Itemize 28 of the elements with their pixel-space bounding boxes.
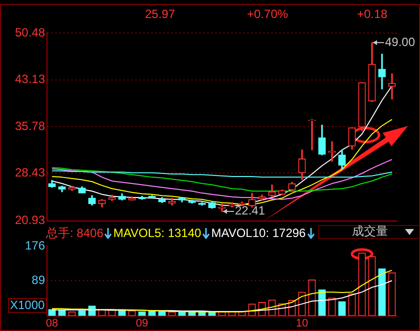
bar (378, 268, 386, 316)
bar (178, 312, 186, 316)
candlestick (378, 54, 386, 90)
y-tick-label: 35.78 (14, 118, 46, 133)
y-axis-title: X1000 (8, 298, 47, 313)
bar (318, 289, 326, 316)
y-tick-label: 43.13 (14, 72, 46, 86)
text: 成交量 (352, 224, 388, 238)
bar (198, 312, 206, 316)
y-tick-label: 89 (32, 272, 46, 287)
annotation: 49.00 (385, 34, 416, 49)
text: +0.70% (247, 7, 288, 21)
text: 总手: 8406 (46, 226, 104, 240)
text: MAVOL5: 13140 (113, 226, 202, 240)
x-tick-label: 09 (136, 317, 148, 330)
y-tick-label: 20.93 (14, 213, 46, 228)
x-tick-label: 10 (296, 317, 308, 330)
text: 25.97 (145, 7, 176, 21)
y-tick-label: 50.48 (14, 26, 46, 40)
bar (208, 312, 216, 316)
y-tick-label: 28.43 (14, 166, 46, 180)
text: +0.18 (357, 7, 388, 21)
y-tick-label: 176 (24, 238, 46, 253)
bar (338, 301, 346, 316)
x-tick-label: 08 (46, 317, 58, 330)
bar (188, 312, 196, 316)
text: MAVOL10: 17296 (211, 226, 306, 240)
annotation: 22.41 (235, 204, 266, 218)
